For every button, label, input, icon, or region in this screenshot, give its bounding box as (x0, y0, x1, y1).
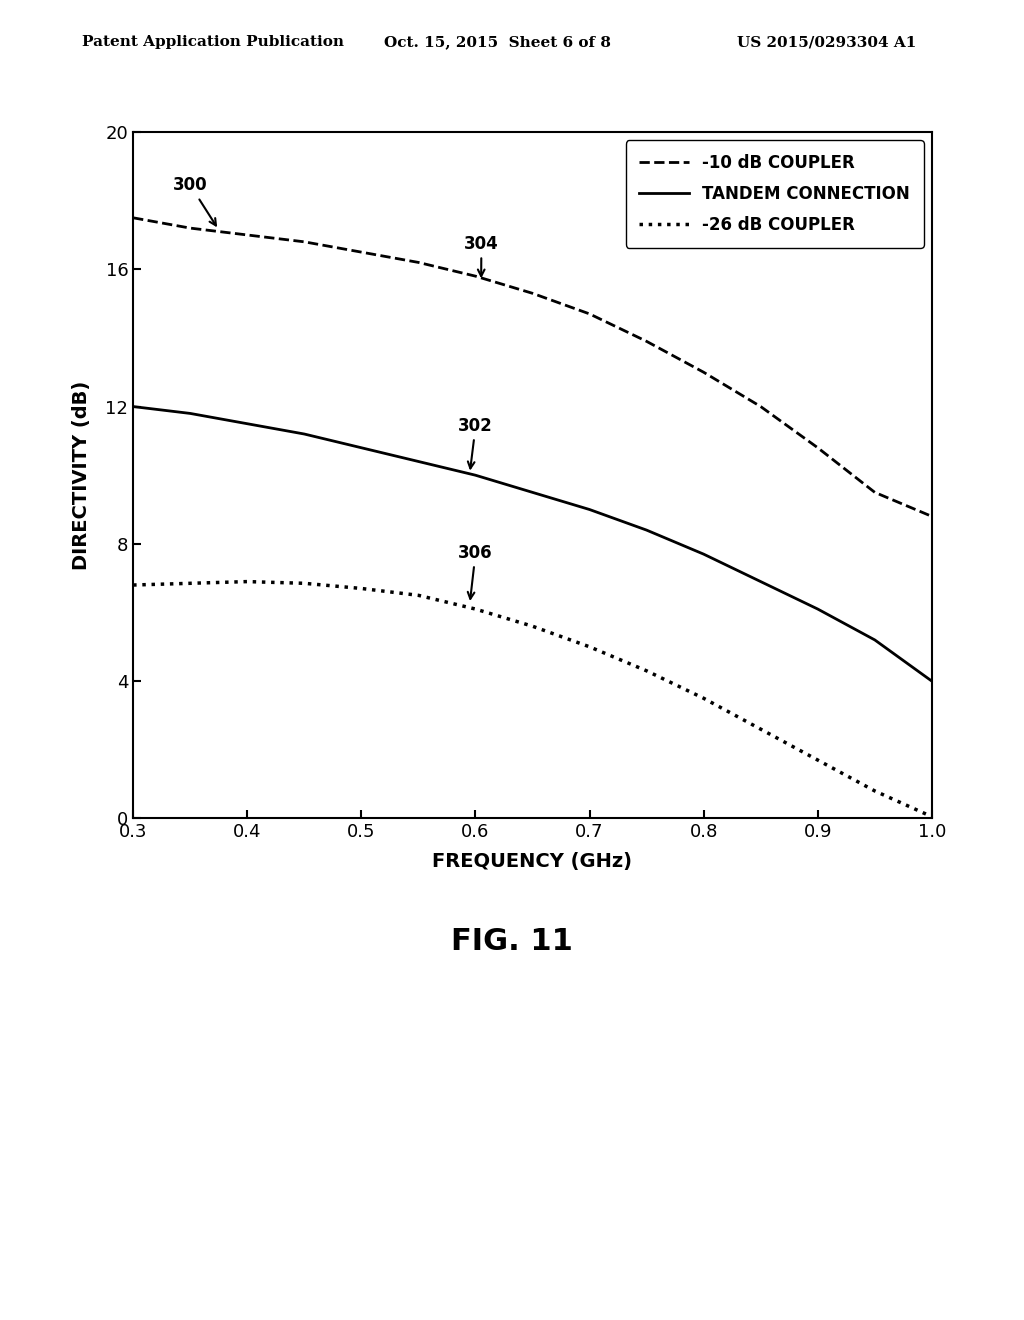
Text: FIG. 11: FIG. 11 (451, 928, 573, 957)
Text: 304: 304 (464, 235, 499, 276)
Legend: -10 dB COUPLER, TANDEM CONNECTION, -26 dB COUPLER: -10 dB COUPLER, TANDEM CONNECTION, -26 d… (626, 140, 924, 248)
Y-axis label: DIRECTIVITY (dB): DIRECTIVITY (dB) (73, 380, 91, 570)
X-axis label: FREQUENCY (GHz): FREQUENCY (GHz) (432, 853, 633, 871)
Text: Patent Application Publication: Patent Application Publication (82, 36, 344, 49)
Text: US 2015/0293304 A1: US 2015/0293304 A1 (737, 36, 916, 49)
Text: 302: 302 (459, 417, 494, 469)
Text: 300: 300 (173, 177, 216, 226)
Text: Oct. 15, 2015  Sheet 6 of 8: Oct. 15, 2015 Sheet 6 of 8 (384, 36, 611, 49)
Text: 306: 306 (459, 544, 493, 599)
